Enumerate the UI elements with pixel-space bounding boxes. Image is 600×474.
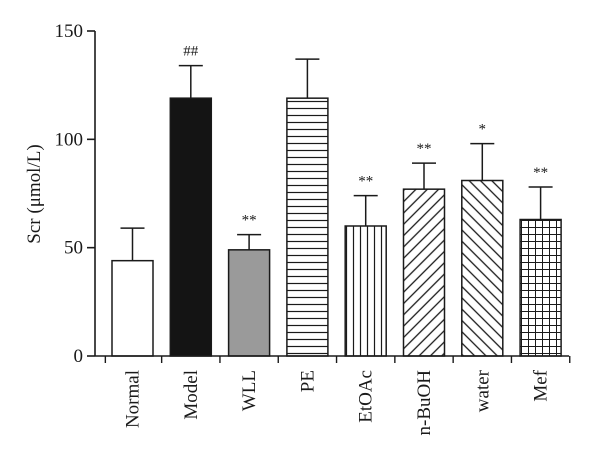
significance-label: ** xyxy=(417,141,432,157)
y-axis: 0 50 100 150 xyxy=(55,21,96,367)
bar-pe xyxy=(286,97,329,357)
significance-label: ** xyxy=(358,174,373,190)
significance-label: ** xyxy=(242,213,257,229)
x-tick-label: water xyxy=(472,369,493,412)
bar-wll xyxy=(227,249,271,357)
significance-label: ## xyxy=(183,44,199,60)
bar-normal xyxy=(111,259,154,357)
y-tick-label: 0 xyxy=(74,346,84,367)
x-tick-label: n-BuOH xyxy=(414,370,435,436)
bars-group: ##********* xyxy=(111,44,562,357)
significance-label: ** xyxy=(533,165,548,181)
bar-mef xyxy=(519,218,562,357)
y-tick-label: 50 xyxy=(64,238,83,259)
x-tick-label: PE xyxy=(297,370,318,392)
bar-water xyxy=(461,179,504,357)
significance-label: * xyxy=(479,122,487,138)
y-tick-label: 100 xyxy=(55,129,84,150)
y-axis-title: Scr (μmol/L) xyxy=(24,144,45,243)
x-tick-label: Mef xyxy=(531,369,552,401)
x-tick-label: Normal xyxy=(123,370,144,428)
bar-model xyxy=(169,97,213,357)
x-tick-label: WLL xyxy=(239,370,260,411)
x-axis: Normal Model WLL PE EtOAc n-BuOH water Mef xyxy=(95,355,571,436)
bar-etoac xyxy=(344,225,387,357)
y-tick-label: 150 xyxy=(55,21,84,42)
x-tick-label: EtOAc xyxy=(356,370,377,423)
bar-n-buoh xyxy=(402,188,446,357)
x-tick-label: Model xyxy=(181,370,202,420)
